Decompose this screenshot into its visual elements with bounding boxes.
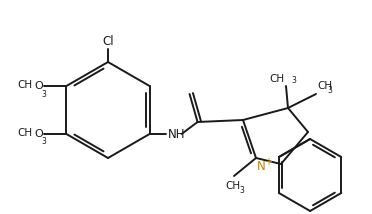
Text: Cl: Cl: [102, 35, 114, 48]
Text: CH: CH: [317, 81, 332, 91]
Text: CH: CH: [17, 80, 32, 90]
Text: 3: 3: [239, 186, 244, 195]
Text: 3: 3: [41, 138, 46, 147]
Text: NH: NH: [167, 128, 185, 141]
Text: O: O: [35, 81, 44, 91]
Text: CH: CH: [225, 181, 241, 191]
Text: O: O: [35, 129, 44, 139]
Text: 3: 3: [327, 86, 332, 95]
Text: CH: CH: [17, 128, 32, 138]
Text: +: +: [264, 157, 272, 167]
Text: CH: CH: [270, 74, 285, 84]
Text: N: N: [257, 160, 266, 173]
Text: 3: 3: [291, 76, 296, 85]
Text: 3: 3: [41, 89, 46, 98]
